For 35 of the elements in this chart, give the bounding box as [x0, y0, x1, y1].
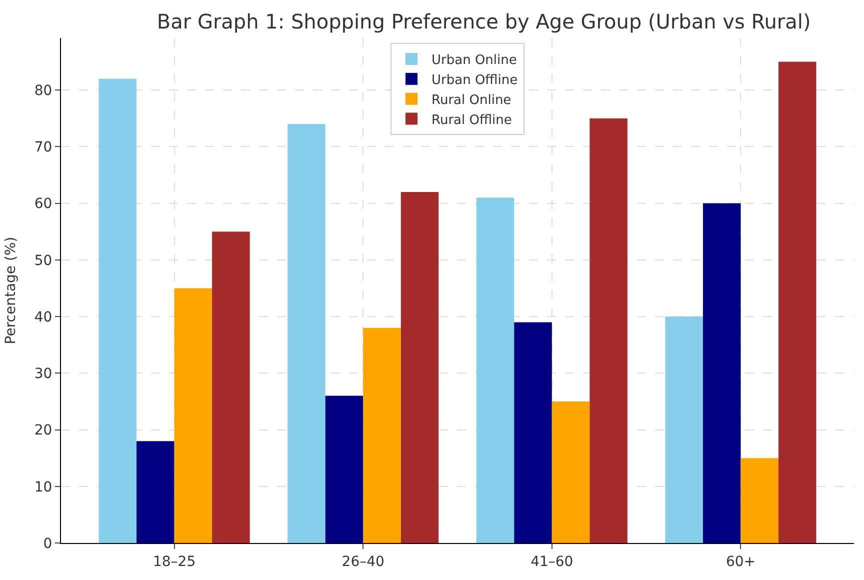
y-tick-label: 30 — [34, 366, 52, 382]
x-tick-label: 18–25 — [152, 554, 196, 570]
bar — [740, 458, 778, 543]
y-axis-title: Percentage (%) — [2, 236, 19, 344]
y-tick-label: 10 — [34, 479, 52, 496]
bar — [400, 192, 439, 543]
y-tick-label: 40 — [34, 309, 52, 326]
legend-label: Urban Offline — [432, 72, 518, 88]
y-tick-label: 70 — [34, 140, 52, 156]
chart-title: Bar Graph 1: Shopping Preference by Age Group (Urban vs Rural) — [156, 10, 811, 34]
bar — [665, 316, 703, 543]
bar — [174, 288, 212, 543]
bar — [514, 322, 552, 543]
bar — [702, 203, 741, 543]
y-tick-label: 80 — [34, 82, 52, 99]
y-tick-label: 20 — [34, 422, 52, 439]
y-tick-label: 50 — [34, 252, 52, 269]
legend-label: Rural Offline — [432, 112, 512, 128]
bar — [212, 232, 250, 543]
bar — [778, 62, 816, 543]
bar — [136, 441, 174, 543]
y-tick-label: 60 — [34, 196, 52, 212]
x-tick-label: 26–40 — [342, 554, 384, 570]
bar — [288, 124, 326, 543]
bar — [363, 328, 401, 543]
bar — [476, 198, 514, 543]
x-tick-label: 41–60 — [530, 554, 574, 570]
bar — [552, 401, 590, 543]
bar — [590, 118, 628, 543]
legend-label: Urban Online — [432, 53, 517, 68]
x-tick-label: 60+ — [726, 554, 756, 570]
bar — [325, 396, 364, 543]
bar — [98, 78, 137, 543]
legend-label: Rural Online — [432, 92, 512, 108]
y-tick-label: 0 — [43, 536, 52, 552]
